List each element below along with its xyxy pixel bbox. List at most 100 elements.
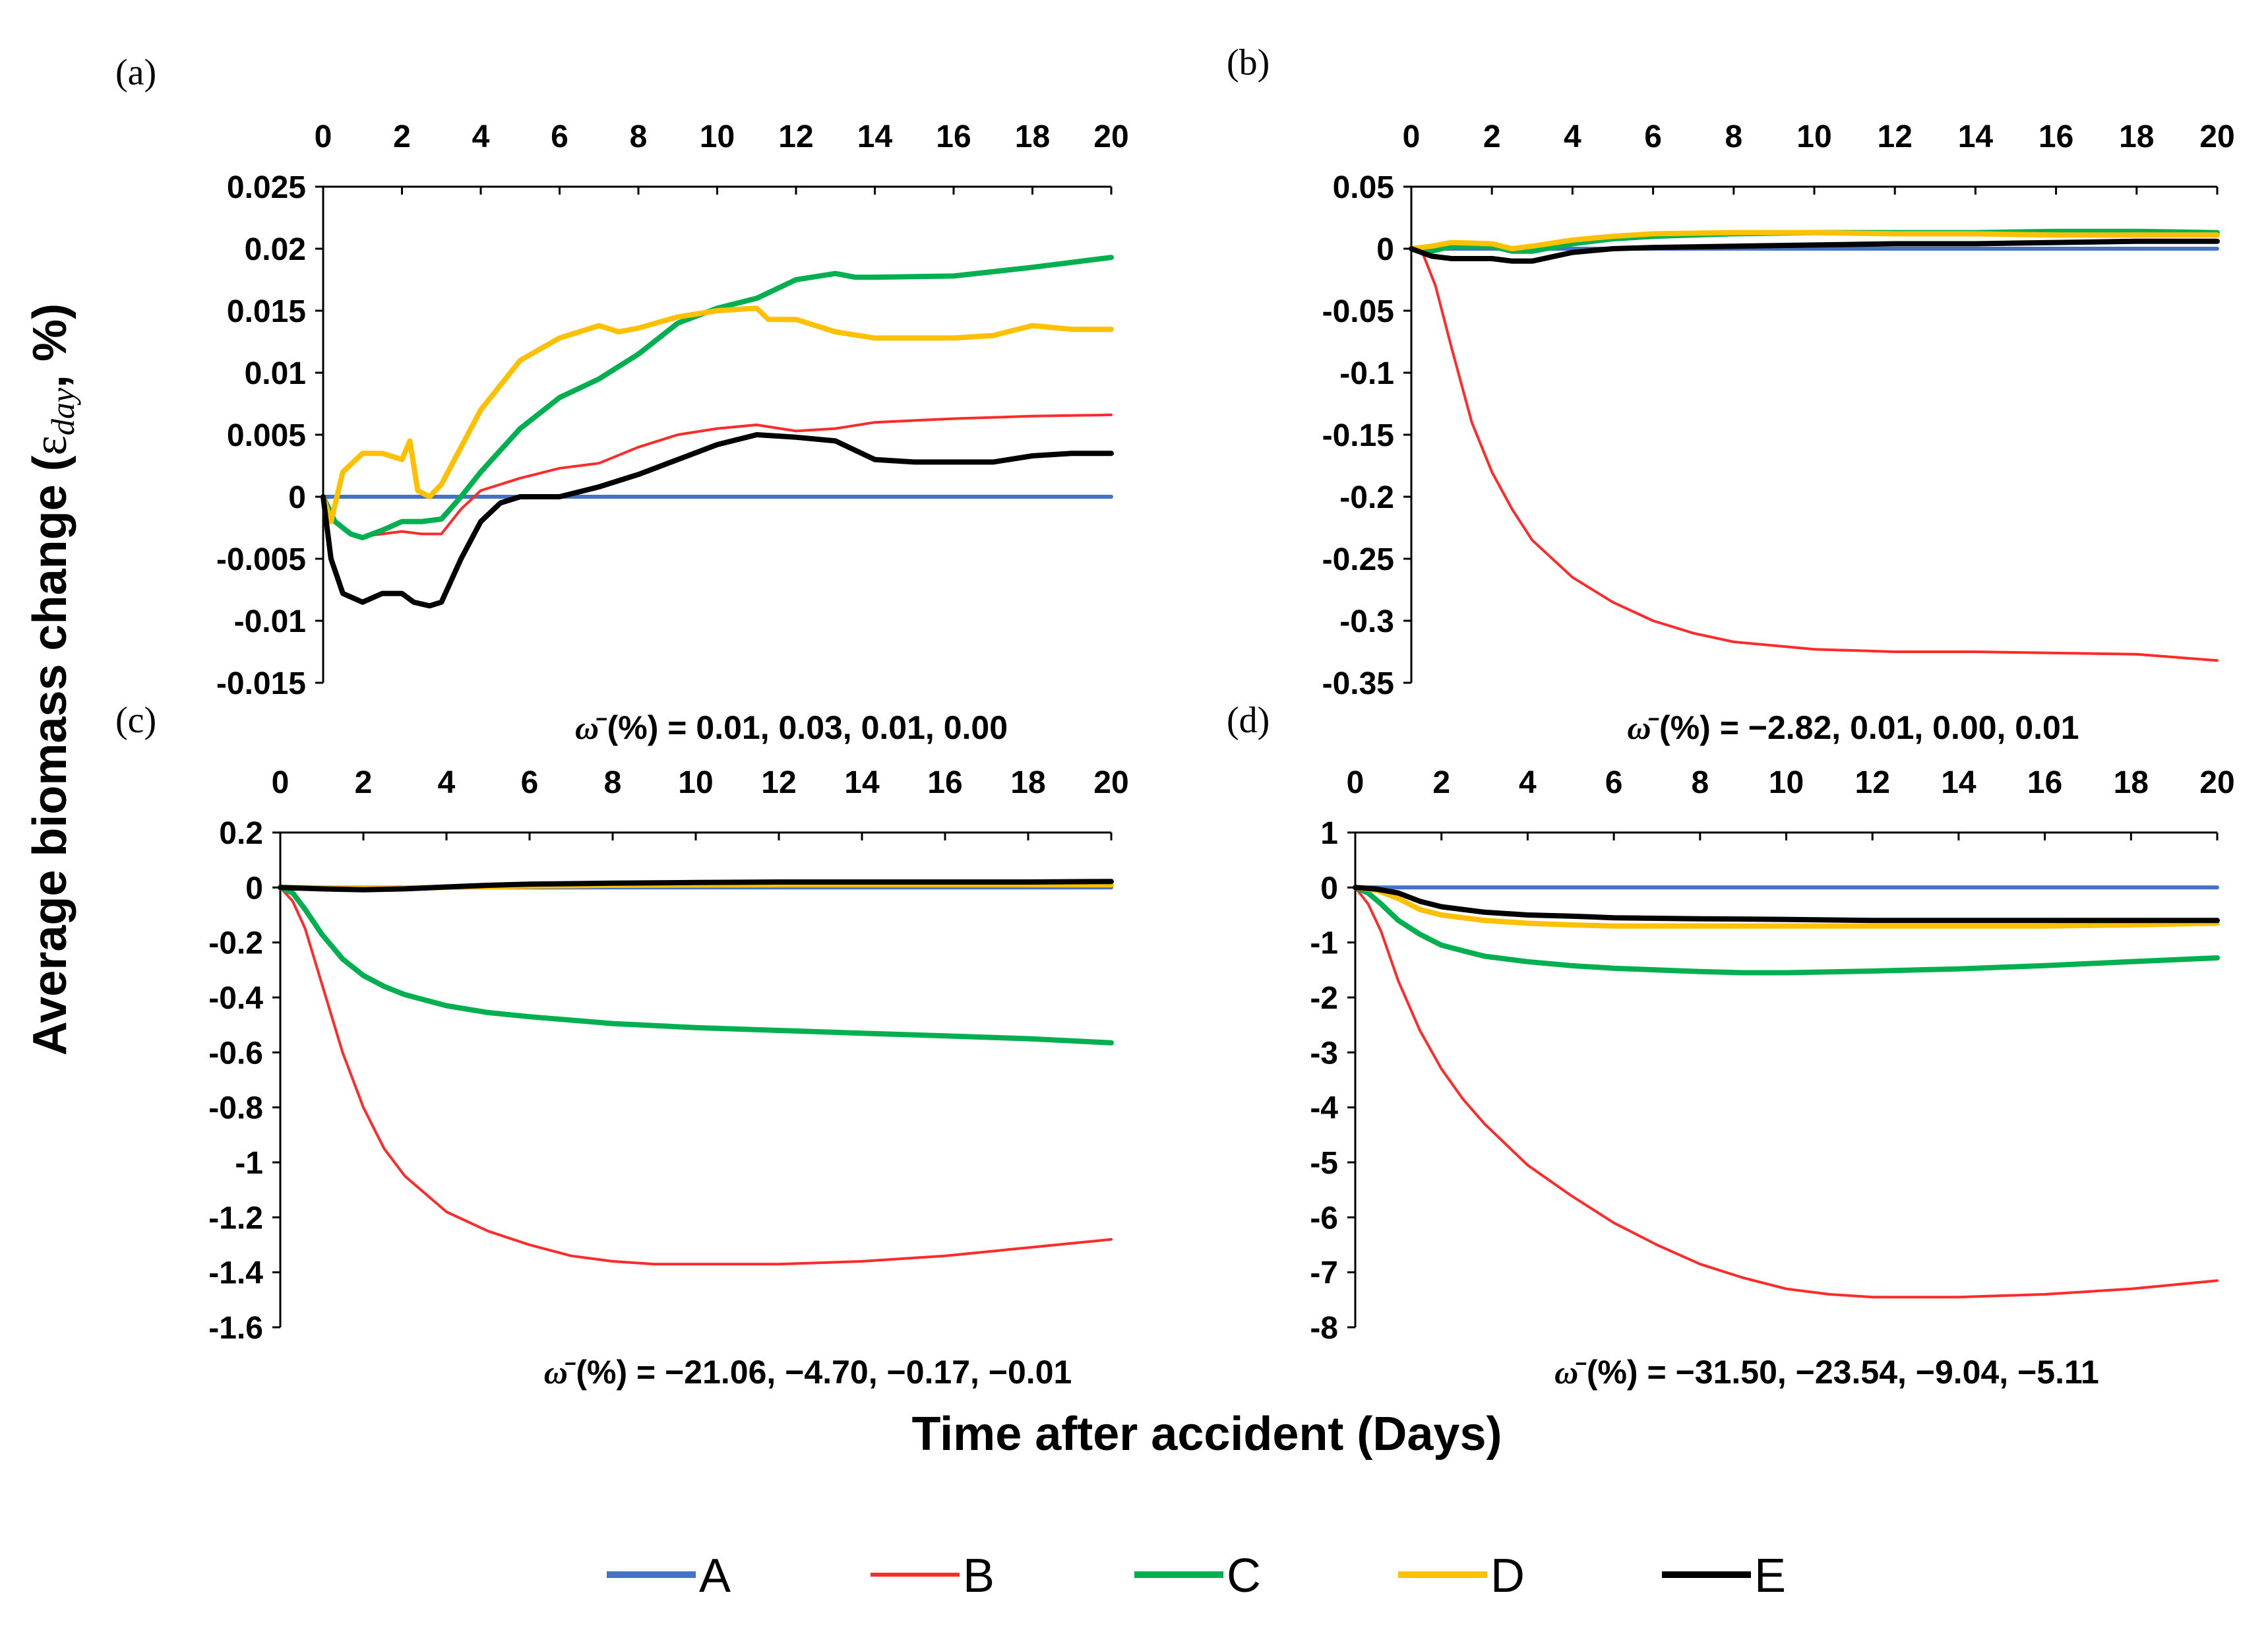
x-tick-label: 10 xyxy=(678,765,713,800)
x-tick-label: 14 xyxy=(1958,119,1994,154)
omega-annotation: ω̄ (%) = −2.82, 0.01, 0.00, 0.01 xyxy=(1627,709,2079,746)
x-tick-label: 10 xyxy=(1796,119,1831,154)
y-tick-label: -0.015 xyxy=(216,666,306,701)
x-tick-label: 0 xyxy=(272,765,290,800)
x-tick-label: 16 xyxy=(2038,119,2073,154)
y-tick-label: -8 xyxy=(1310,1311,1338,1346)
x-tick-label: 16 xyxy=(936,119,971,154)
y-tick-label: -6 xyxy=(1310,1201,1338,1236)
y-tick-label: 0.01 xyxy=(245,356,306,391)
y-tick-label: -0.15 xyxy=(1322,418,1394,453)
omega-annotation: ω̄ (%) = −31.50, −23.54, −9.04, −5.11 xyxy=(1554,1354,2099,1391)
x-tick-label: 4 xyxy=(1519,765,1537,800)
y-tick-label: -1.6 xyxy=(208,1311,263,1346)
y-tick-label: -2 xyxy=(1310,981,1338,1016)
chart-panel-b: (b) -0.35 -0.3 -0.25 -0.2 -0.15 -0.1 -0.05 0 0.05… xyxy=(1227,42,2235,746)
y-tick-label: -0.3 xyxy=(1339,604,1394,639)
series-line-C xyxy=(321,255,1114,540)
series-line-D xyxy=(1353,885,2220,929)
omega-bar-symbol: ω̄ xyxy=(575,709,607,746)
x-tick-label: 12 xyxy=(1878,119,1913,154)
y-axis-label: Average biomass change (εday, %) xyxy=(24,303,81,1055)
omega-bar-symbol: ω̄ xyxy=(544,1354,576,1391)
omega-annotation-values: (%) = 0.01, 0.03, 0.01, 0.00 xyxy=(607,709,1008,746)
x-tick-label: 14 xyxy=(857,119,893,154)
omega-annotation: ω̄ (%) = 0.01, 0.03, 0.01, 0.00 xyxy=(575,709,1008,746)
y-axis-label-symbol: ε xyxy=(24,435,77,455)
y-tick-label: 0 xyxy=(245,871,263,906)
y-tick-label: 1 xyxy=(1320,816,1338,851)
legend-label-C: C xyxy=(1227,1550,1261,1602)
panel-label: (c) xyxy=(115,700,156,741)
y-tick-label: -0.005 xyxy=(216,542,306,577)
chart-panel-c: (c) -1.6 -1.4 -1.2 -1 -0.8 -0.6 -0.4 -0.2 0 0.2 0 2 4… xyxy=(115,700,1129,1391)
x-tick-label: 0 xyxy=(1403,119,1421,154)
series-line-C xyxy=(278,885,1114,1046)
series-line-B xyxy=(279,886,1113,1266)
y-tick-label: -3 xyxy=(1310,1036,1338,1071)
y-tick-label: 0 xyxy=(1320,871,1338,906)
chart-panel-a: (a) -0.015 -0.01 -0.005 0 0.005 0.01 0.015 0.02 0… xyxy=(115,52,1129,746)
omega-bar-symbol: ω̄ xyxy=(1554,1354,1587,1391)
x-tick-label: 10 xyxy=(700,119,735,154)
y-tick-label: -5 xyxy=(1310,1146,1338,1181)
y-tick-label: 0.005 xyxy=(227,418,306,453)
series-line-E xyxy=(1409,238,2220,264)
x-tick-label: 14 xyxy=(844,765,880,800)
series-line-E xyxy=(1353,885,2220,924)
chart-panels: (a) -0.015 -0.01 -0.005 0 0.005 0.01 0.015 0.02 0… xyxy=(115,42,2235,1391)
y-axis-label-text: Average biomass change ( xyxy=(24,455,77,1055)
x-tick-label: 16 xyxy=(2027,765,2062,800)
panel-label: (a) xyxy=(115,52,156,93)
y-tick-label: -0.2 xyxy=(208,926,263,961)
series-line-D xyxy=(321,305,1114,524)
y-tick-label: 0.05 xyxy=(1333,170,1394,205)
panel-label: (b) xyxy=(1227,42,1270,83)
x-tick-label: 18 xyxy=(1015,119,1050,154)
legend-label-B: B xyxy=(963,1550,995,1602)
y-tick-label: -0.25 xyxy=(1322,542,1394,577)
x-tick-label: 8 xyxy=(1725,119,1742,154)
y-tick-label: 0.025 xyxy=(227,170,306,205)
x-tick-label: 4 xyxy=(438,765,456,800)
series-line-B xyxy=(1354,886,2219,1299)
series-line-E xyxy=(321,432,1114,609)
y-tick-label: 0 xyxy=(1376,232,1394,267)
panel-label: (d) xyxy=(1227,700,1270,741)
x-tick-label: 14 xyxy=(1941,765,1977,800)
x-tick-label: 20 xyxy=(2199,119,2234,154)
legend-label-D: D xyxy=(1490,1550,1525,1602)
y-tick-label: -0.2 xyxy=(1339,480,1394,515)
x-tick-label: 18 xyxy=(2114,765,2149,800)
x-tick-label: 8 xyxy=(1691,765,1709,800)
omega-annotation: ω̄ (%) = −21.06, −4.70, −0.17, −0.01 xyxy=(544,1354,1072,1391)
x-tick-label: 18 xyxy=(2119,119,2154,154)
x-tick-label: 0 xyxy=(315,119,332,154)
x-tick-label: 6 xyxy=(1644,119,1662,154)
omega-annotation-values: (%) = −2.82, 0.01, 0.00, 0.01 xyxy=(1659,709,2079,746)
y-tick-label: -0.01 xyxy=(234,604,306,639)
y-axis-label-suffix: , %) xyxy=(24,303,77,388)
x-tick-label: 12 xyxy=(778,119,813,154)
y-tick-label: -1.2 xyxy=(208,1201,263,1236)
x-tick-label: 18 xyxy=(1010,765,1045,800)
x-axis-label: Time after accident (Days) xyxy=(911,1408,1502,1461)
x-tick-label: 6 xyxy=(1605,765,1623,800)
x-tick-label: 20 xyxy=(1093,765,1128,800)
x-tick-label: 2 xyxy=(1432,765,1450,800)
x-tick-label: 12 xyxy=(1855,765,1890,800)
y-tick-label: -7 xyxy=(1310,1256,1338,1291)
y-tick-label: -1 xyxy=(235,1146,263,1181)
x-tick-label: 4 xyxy=(472,119,490,154)
x-tick-label: 2 xyxy=(1483,119,1501,154)
x-tick-label: 4 xyxy=(1564,119,1581,154)
x-tick-label: 16 xyxy=(927,765,962,800)
y-tick-label: -0.4 xyxy=(208,981,263,1016)
y-tick-label: 0.2 xyxy=(219,816,263,851)
y-tick-label: -0.8 xyxy=(208,1091,263,1126)
y-tick-label: -0.05 xyxy=(1322,294,1394,329)
x-tick-label: 12 xyxy=(761,765,796,800)
x-tick-label: 2 xyxy=(393,119,411,154)
